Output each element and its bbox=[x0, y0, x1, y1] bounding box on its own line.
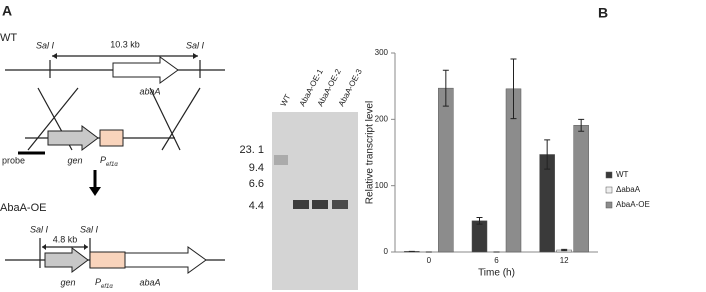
legend-label: AbaA-OE bbox=[616, 200, 650, 209]
site-label: Sal I bbox=[30, 224, 49, 234]
site-label: Sal I bbox=[80, 224, 99, 234]
promoter-label: Pef1α bbox=[100, 155, 118, 167]
size-marker: 23. 1 bbox=[240, 144, 264, 156]
y-axis-label: Relative transcript level bbox=[365, 101, 376, 204]
bar bbox=[573, 125, 589, 253]
legend-swatch bbox=[605, 201, 613, 209]
wt-title: WT bbox=[0, 32, 17, 44]
gel-band bbox=[274, 155, 288, 165]
panel-a: A WT Sal I Sal I 10.3 kb abaA probe gen … bbox=[0, 3, 364, 290]
crossover bbox=[149, 87, 181, 151]
error-bar bbox=[561, 248, 568, 252]
y-tick-label: 0 bbox=[384, 247, 389, 256]
gel-band bbox=[332, 200, 348, 209]
error-bar bbox=[510, 58, 517, 120]
down-arrowhead bbox=[89, 187, 101, 196]
gen-arrow bbox=[44, 247, 89, 273]
distance: 4.8 kb bbox=[53, 234, 78, 244]
panel-label: B bbox=[598, 5, 608, 21]
x-tick-label: 0 bbox=[427, 256, 432, 265]
site-label: Sal I bbox=[36, 40, 55, 50]
error-bar bbox=[544, 139, 551, 170]
error-bar bbox=[578, 118, 585, 132]
y-tick-label: 200 bbox=[375, 114, 389, 123]
gel-band bbox=[293, 200, 309, 209]
bar bbox=[438, 87, 454, 253]
legend-swatch bbox=[605, 171, 613, 179]
promoter-label: Pef1α bbox=[95, 277, 113, 289]
gel-band bbox=[312, 200, 328, 209]
legend-label: ΔabaA bbox=[616, 185, 641, 194]
panel-label: A bbox=[2, 3, 12, 19]
error-bar bbox=[476, 217, 483, 225]
distance: 10.3 kb bbox=[110, 39, 140, 49]
oe-title: AbaA-OE bbox=[0, 202, 46, 214]
x-axis-label: Time (h) bbox=[478, 268, 515, 279]
promoter-box bbox=[99, 129, 124, 147]
crossover bbox=[161, 87, 201, 151]
lane-label: WT bbox=[279, 93, 293, 108]
y-tick-label: 300 bbox=[375, 48, 389, 57]
x-tick-label: 12 bbox=[560, 256, 569, 265]
panel-b: B 0 100 200 300 Relative transcript level Time… bbox=[365, 5, 650, 279]
gene-label: abaA bbox=[139, 277, 160, 287]
gene-label: gen bbox=[67, 155, 82, 165]
legend-swatch bbox=[605, 186, 613, 194]
size-marker: 6.6 bbox=[249, 178, 264, 190]
gene-arrow bbox=[112, 56, 179, 84]
gene-label: gen bbox=[60, 277, 75, 287]
promoter-box bbox=[89, 251, 126, 269]
size-marker: 9.4 bbox=[249, 162, 264, 174]
size-marker: 4.4 bbox=[249, 200, 264, 212]
error-bar bbox=[442, 69, 449, 107]
bar bbox=[471, 220, 488, 253]
legend-label: WT bbox=[616, 170, 629, 179]
probe-label: probe bbox=[2, 155, 25, 165]
site-label: Sal I bbox=[186, 40, 205, 50]
x-tick-label: 6 bbox=[494, 256, 499, 265]
crossover bbox=[27, 87, 79, 151]
gen-arrow bbox=[47, 125, 99, 151]
gene-arrow bbox=[124, 246, 207, 274]
y-tick-label: 100 bbox=[375, 181, 389, 190]
gene-label: abaA bbox=[139, 86, 160, 96]
